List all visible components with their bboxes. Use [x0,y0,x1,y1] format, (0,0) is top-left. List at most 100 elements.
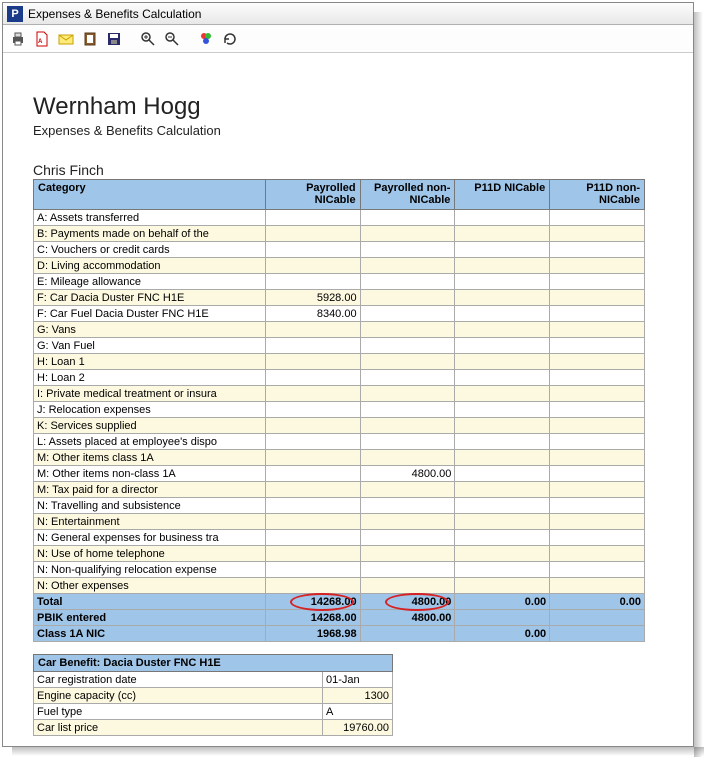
color-icon[interactable] [197,30,215,48]
value-cell [550,386,645,402]
category-cell: K: Services supplied [34,418,266,434]
category-cell: F: Car Fuel Dacia Duster FNC H1E [34,306,266,322]
col-category: Category [34,180,266,210]
col-payrolled-nicable: Payrolled NICable [265,180,360,210]
value-cell [550,578,645,594]
email-icon[interactable] [57,30,75,48]
total-label: Total [34,594,266,610]
value-cell: 8340.00 [265,306,360,322]
value-cell [360,578,455,594]
value-cell [455,498,550,514]
car-value: 01-Jan [323,672,393,688]
table-row: F: Car Dacia Duster FNC H1E5928.00 [34,290,645,306]
value-cell [360,226,455,242]
zoom-out-icon[interactable] [163,30,181,48]
value-cell [550,306,645,322]
value-cell [360,338,455,354]
value-cell [550,258,645,274]
category-cell: E: Mileage allowance [34,274,266,290]
table-row: J: Relocation expenses [34,402,645,418]
value-cell [360,290,455,306]
value-cell [360,562,455,578]
col-payrolled-non-nicable: Payrolled non-NICable [360,180,455,210]
value-cell [550,338,645,354]
table-row: N: Travelling and subsistence [34,498,645,514]
total-row: Class 1A NIC1968.980.00 [34,626,645,642]
category-cell: I: Private medical treatment or insura [34,386,266,402]
total-value: 14268.00 [265,594,360,610]
category-cell: M: Other items non-class 1A [34,466,266,482]
table-row: K: Services supplied [34,418,645,434]
svg-text:A: A [38,39,43,45]
refresh-icon[interactable] [221,30,239,48]
value-cell [265,514,360,530]
print-icon[interactable] [9,30,27,48]
value-cell [265,466,360,482]
value-cell [265,226,360,242]
value-cell [360,210,455,226]
car-row: Car registration date01-Jan [34,672,393,688]
value-cell [360,258,455,274]
category-cell: D: Living accommodation [34,258,266,274]
category-cell: F: Car Dacia Duster FNC H1E [34,290,266,306]
value-cell [550,498,645,514]
table-row: N: Non-qualifying relocation expense [34,562,645,578]
clipboard-icon[interactable] [81,30,99,48]
value-cell [265,546,360,562]
value-cell [455,466,550,482]
car-value: 19760.00 [323,720,393,736]
value-cell [455,562,550,578]
table-row: C: Vouchers or credit cards [34,242,645,258]
app-icon: P [7,6,23,22]
expenses-table: Category Payrolled NICable Payrolled non… [33,179,645,642]
table-row: L: Assets placed at employee's dispo [34,434,645,450]
zoom-in-icon[interactable] [139,30,157,48]
car-row: Fuel typeA [34,704,393,720]
table-row: G: Vans [34,322,645,338]
save-icon[interactable] [105,30,123,48]
value-cell [455,242,550,258]
category-cell: M: Tax paid for a director [34,482,266,498]
value-cell [265,322,360,338]
toolbar: A [3,25,693,53]
car-row: Car list price19760.00 [34,720,393,736]
value-cell [455,482,550,498]
value-cell [265,242,360,258]
table-row: G: Van Fuel [34,338,645,354]
value-cell [455,258,550,274]
total-value [550,610,645,626]
value-cell [265,498,360,514]
value-cell [455,354,550,370]
table-row: N: Other expenses [34,578,645,594]
category-cell: J: Relocation expenses [34,402,266,418]
value-cell [455,370,550,386]
table-row: I: Private medical treatment or insura [34,386,645,402]
total-value [550,626,645,642]
value-cell [550,434,645,450]
value-cell [360,434,455,450]
value-cell [550,562,645,578]
table-row: A: Assets transferred [34,210,645,226]
value-cell [455,274,550,290]
col-p11d-nicable: P11D NICable [455,180,550,210]
total-label: PBIK entered [34,610,266,626]
pdf-icon[interactable]: A [33,30,51,48]
table-row: B: Payments made on behalf of the [34,226,645,242]
value-cell [455,226,550,242]
value-cell [265,418,360,434]
company-name: Wernham Hogg [33,93,663,121]
value-cell [360,274,455,290]
value-cell [455,514,550,530]
value-cell [550,210,645,226]
category-cell: N: Other expenses [34,578,266,594]
category-cell: N: Entertainment [34,514,266,530]
value-cell [550,242,645,258]
total-value: 0.00 [550,594,645,610]
value-cell [455,418,550,434]
total-value: 0.00 [455,594,550,610]
value-cell [455,402,550,418]
car-table-title: Car Benefit: Dacia Duster FNC H1E [34,655,393,672]
table-row: H: Loan 2 [34,370,645,386]
car-row: Engine capacity (cc)1300 [34,688,393,704]
value-cell [550,418,645,434]
